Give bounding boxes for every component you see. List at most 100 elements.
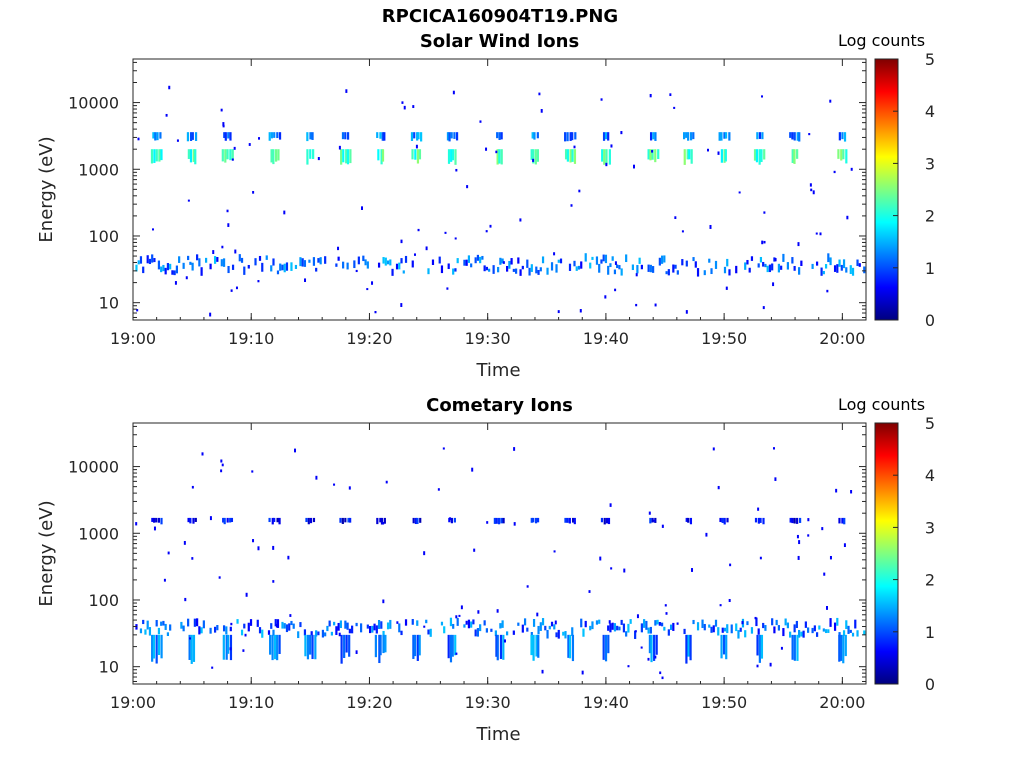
heatmap-cell [823,572,826,576]
heatmap-cell [454,634,457,656]
heatmap-cell [135,522,138,526]
heatmap-cell [604,254,608,264]
heatmap-cell [444,231,447,234]
heatmap-cell [564,132,567,142]
heatmap-cell [196,254,199,261]
heatmap-cell [602,254,605,262]
heatmap-cell [498,132,501,140]
heatmap-cell [720,149,723,163]
heatmap-cell [376,517,379,525]
heatmap-cell [311,132,314,140]
heatmap-cell [391,268,394,276]
heatmap-cell [450,149,453,162]
heatmap-cell [735,265,738,274]
x-tick-label: 19:10 [228,693,274,712]
heatmap-cell [536,517,540,523]
heatmap-cell [571,627,574,637]
heatmap-cell [780,265,783,270]
heatmap-cell [420,132,423,142]
heatmap-cell [843,132,847,142]
heatmap-cell [301,258,304,267]
heatmap-cell [317,258,320,263]
y-tick-label: 100 [88,591,119,610]
heatmap-cell [573,149,577,164]
heatmap-cell [723,149,726,163]
heatmap-cell [305,517,308,523]
heatmap-cell [151,634,154,662]
heatmap-cell [317,157,320,161]
heatmap-cell [602,634,605,660]
heatmap-cell [344,132,347,140]
heatmap-cell [446,132,450,141]
heatmap-cell [654,303,657,307]
heatmap-cell [605,162,608,167]
heatmap-cell [498,149,501,164]
heatmap-cell [813,625,816,632]
heatmap-cell [550,262,554,271]
heatmap-cell [647,657,650,661]
heatmap-cell [707,148,710,152]
heatmap-cell [820,267,823,276]
heatmap-cell [614,288,617,292]
heatmap-cell [283,210,286,215]
heatmap-cell [819,232,822,236]
heatmap-cell [272,580,275,583]
heatmap-cell [845,149,848,164]
heatmap-cell [447,263,450,270]
heatmap-cell [412,105,415,109]
heatmap-cell [499,257,502,265]
heatmap-cell [153,517,156,523]
heatmap-cell [812,190,815,195]
heatmap-cell [645,620,648,630]
heatmap-cell [400,258,403,264]
heatmap-cell [602,132,606,141]
heatmap-cell [559,258,563,264]
heatmap-cell [631,264,634,271]
heatmap-cell [604,295,607,299]
heatmap-cell [620,268,623,276]
figure-title: RPCICA160904T19.PNG [381,6,619,27]
heatmap-cell [571,132,574,141]
heatmap-cell [838,259,841,267]
heatmap-cell [270,623,273,629]
heatmap-cell [157,627,161,635]
heatmap-cell [506,631,509,636]
heatmap-cell [835,488,838,493]
heatmap-cell [351,625,354,634]
heatmap-cell [346,149,350,165]
heatmap-cell [667,629,670,636]
y-tick-label: 10000 [68,94,119,113]
heatmap-cell [451,634,454,657]
heatmap-cell [521,265,524,270]
heatmap-cell [726,624,729,634]
x-tick-label: 19:40 [583,329,629,348]
heatmap-cell [202,620,205,629]
heatmap-cell [382,630,385,638]
x-tick-label: 19:10 [228,329,274,348]
heatmap-cell [486,521,489,524]
heatmap-cell [304,634,307,657]
heatmap-cell [800,631,803,637]
heatmap-cell [533,132,536,140]
heatmap-cell [652,266,655,273]
heatmap-cell [380,517,384,525]
heatmap-cell [376,132,379,139]
heatmap-cell [692,257,695,262]
heatmap-cell [278,634,281,654]
heatmap-cell [818,625,821,630]
heatmap-cell [772,447,775,450]
heatmap-cell [607,625,610,631]
heatmap-cell [256,619,259,627]
heatmap-cell [746,621,749,626]
heatmap-cell [598,619,601,624]
heatmap-cell [863,266,866,274]
heatmap-cell [744,262,747,270]
heatmap-cell [148,258,152,265]
heatmap-cell [532,634,535,661]
heatmap-cell [757,517,760,524]
heatmap-cell [396,621,399,624]
heatmap-cell [649,517,652,524]
heatmap-cell [160,149,163,161]
heatmap-cell [423,551,426,556]
heatmap-cell [530,264,533,272]
